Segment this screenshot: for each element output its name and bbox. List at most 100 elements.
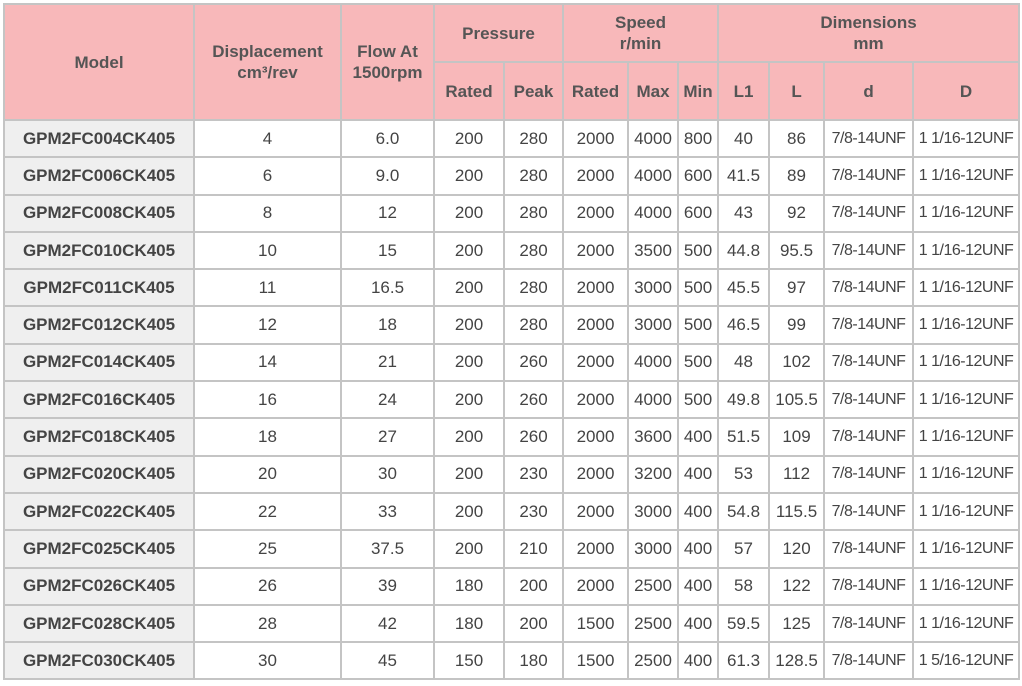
model-cell: GPM2FC014CK405 [3,342,195,383]
data-cell: 12 [340,193,435,233]
data-cell: 3500 [627,230,679,271]
data-cell: 1 1/16-12UNF [912,268,1021,308]
header-cell: Speed r/min [561,3,720,63]
data-cell: 7/8-14UNF [823,529,915,569]
data-cell: 43 [717,193,771,233]
data-cell: 30 [340,454,435,494]
data-cell: 2000 [562,566,629,606]
data-cell: 33 [340,491,435,532]
data-cell: 210 [503,529,564,569]
data-cell: 99 [768,305,826,345]
data-cell: 500 [676,230,720,271]
data-cell: 1 1/16-12UNF [912,603,1021,644]
data-cell: 400 [676,641,720,681]
data-cell: 180 [503,641,564,681]
data-cell: 21 [340,342,435,383]
data-cell: 7/8-14UNF [823,342,915,383]
data-cell: 42 [340,603,435,644]
data-cell: 51.5 [717,417,771,457]
header-cell: Flow At 1500rpm [340,3,435,121]
data-cell: 400 [676,454,720,494]
data-cell: 54.8 [717,491,771,532]
data-cell: 180 [433,566,505,606]
data-cell: 8 [193,193,342,233]
data-cell: 14 [193,342,342,383]
data-cell: 200 [433,305,505,345]
data-cell: 28 [193,603,342,644]
header-cell: Peak [503,61,564,121]
data-cell: 16.5 [340,268,435,308]
data-cell: 37.5 [340,529,435,569]
data-cell: 500 [676,268,720,308]
data-cell: 95.5 [768,230,826,271]
data-cell: 2000 [562,491,629,532]
data-cell: 92 [768,193,826,233]
data-cell: 280 [503,305,564,345]
data-cell: 600 [676,156,720,196]
header-cell: Model [3,3,195,121]
header-cell: Dimensions mm [717,3,1021,63]
data-cell: 46.5 [717,305,771,345]
data-cell: 48 [717,342,771,383]
data-cell: 200 [433,230,505,271]
data-cell: 11 [193,268,342,308]
data-cell: 180 [433,603,505,644]
header-cell: D [912,61,1021,121]
data-cell: 150 [433,641,505,681]
data-cell: 500 [676,380,720,420]
data-cell: 86 [768,118,826,159]
data-cell: 6 [193,156,342,196]
header-cell: d [823,61,915,121]
data-cell: 128.5 [768,641,826,681]
data-cell: 200 [433,417,505,457]
data-cell: 2000 [562,118,629,159]
header-cell: Displacement cm³/rev [193,3,342,121]
data-cell: 40 [717,118,771,159]
header-text: Flow At [357,42,418,61]
data-cell: 30 [193,641,342,681]
data-cell: 200 [503,603,564,644]
data-cell: 7/8-14UNF [823,417,915,457]
model-cell: GPM2FC006CK405 [3,156,195,196]
model-cell: GPM2FC012CK405 [3,305,195,345]
table-row: GPM2FC016CK405 16 24 200 260 2000 4000 500 49.8 1… [3,380,1021,420]
model-cell: GPM2FC018CK405 [3,417,195,457]
header-text: Speed [614,13,667,32]
data-cell: 27 [340,417,435,457]
model-cell: GPM2FC011CK405 [3,268,195,308]
data-cell: 26 [193,566,342,606]
data-cell: 3200 [627,454,679,494]
data-cell: 7/8-14UNF [823,230,915,271]
model-cell: GPM2FC020CK405 [3,454,195,494]
model-cell: GPM2FC008CK405 [3,193,195,233]
data-cell: 230 [503,454,564,494]
data-cell: 280 [503,156,564,196]
data-cell: 600 [676,193,720,233]
table-row: GPM2FC018CK405 18 27 200 260 2000 3600 400 51.5 1… [3,417,1021,457]
data-cell: 20 [193,454,342,494]
data-cell: 200 [503,566,564,606]
data-cell: 260 [503,342,564,383]
data-cell: 260 [503,380,564,420]
data-cell: 7/8-14UNF [823,454,915,494]
table-row: GPM2FC006CK405 6 9.0 200 280 2000 4000 600 41.5 8… [3,156,1021,196]
data-cell: 2000 [562,529,629,569]
data-cell: 7/8-14UNF [823,491,915,532]
model-cell: GPM2FC004CK405 [3,118,195,159]
header-text: cm³/rev [237,63,298,82]
header-text: r/min [619,34,662,53]
data-cell: 3000 [627,305,679,345]
data-cell: 102 [768,342,826,383]
data-cell: 18 [340,305,435,345]
data-cell: 2000 [562,156,629,196]
data-cell: 44.8 [717,230,771,271]
data-cell: 2500 [627,641,679,681]
data-cell: 1500 [562,641,629,681]
data-cell: 1 1/16-12UNF [912,342,1021,383]
data-cell: 25 [193,529,342,569]
model-cell: GPM2FC030CK405 [3,641,195,681]
data-cell: 2000 [562,305,629,345]
data-cell: 400 [676,417,720,457]
data-cell: 122 [768,566,826,606]
table-row: GPM2FC020CK405 20 30 200 230 2000 3200 400 53 112… [3,454,1021,494]
